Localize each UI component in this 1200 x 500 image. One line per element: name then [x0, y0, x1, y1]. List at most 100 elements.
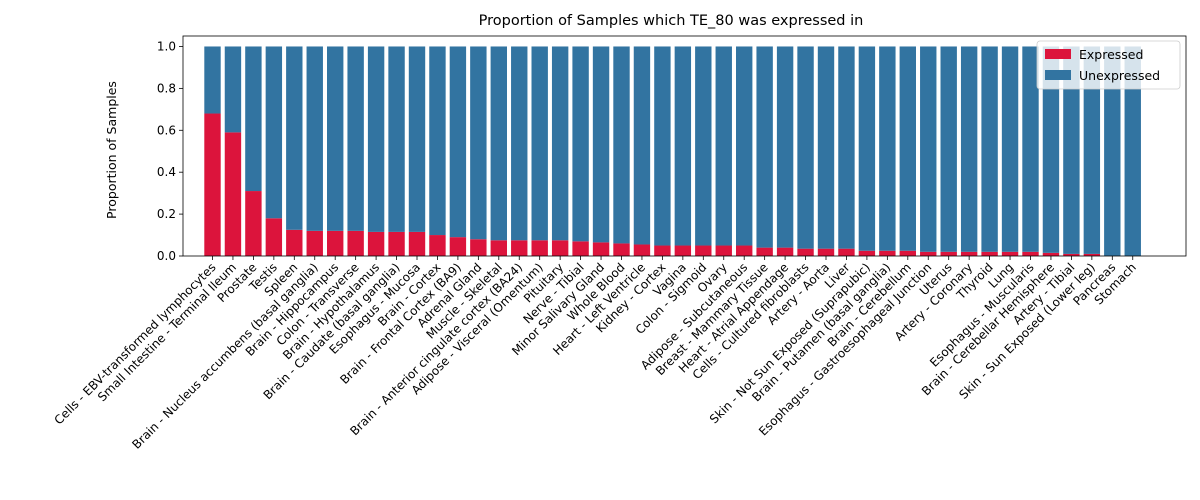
bar-unexpressed: [286, 46, 303, 230]
bar-expressed: [960, 251, 978, 256]
y-tick-label: 0.4: [157, 165, 176, 179]
bar-expressed: [327, 230, 344, 256]
x-tick-label: Cells - EBV-transformed lymphocytes: [52, 260, 219, 427]
bar-expressed: [449, 237, 467, 256]
bar-expressed: [388, 231, 405, 256]
bar-expressed: [797, 248, 814, 256]
bar-unexpressed: [265, 46, 283, 219]
bar-unexpressed: [940, 46, 957, 252]
bar-expressed: [204, 113, 221, 257]
bar-expressed: [715, 245, 732, 256]
bar-unexpressed: [224, 46, 242, 133]
bar-unexpressed: [531, 46, 548, 241]
bar-unexpressed: [981, 46, 998, 252]
bar-expressed: [1022, 251, 1039, 256]
y-axis-label: Proportion of Samples: [104, 81, 119, 219]
legend-label: Unexpressed: [1079, 68, 1160, 83]
bar-expressed: [695, 245, 712, 256]
y-tick-label: 1.0: [157, 39, 176, 53]
bar-expressed: [531, 240, 548, 256]
bar-unexpressed: [511, 46, 528, 241]
bar-expressed: [511, 240, 528, 256]
bar-unexpressed: [858, 46, 876, 251]
bar-expressed: [940, 251, 957, 256]
legend-swatch: [1045, 49, 1071, 59]
bar-expressed: [490, 240, 507, 256]
bar-expressed: [838, 248, 855, 256]
bar-unexpressed: [838, 46, 855, 249]
bar-unexpressed: [960, 46, 978, 252]
bar-unexpressed: [879, 46, 896, 251]
bar-unexpressed: [797, 46, 814, 249]
bar-unexpressed: [654, 46, 671, 246]
bar-unexpressed: [776, 46, 794, 248]
bar-unexpressed: [633, 46, 651, 245]
bar-unexpressed: [367, 46, 385, 232]
bar-expressed: [286, 229, 303, 256]
bar-expressed: [858, 250, 876, 256]
bar-expressed: [736, 245, 753, 256]
y-axis-ticks: 0.0 0.2 0.4 0.6 0.8 1.0: [157, 39, 183, 263]
bar-expressed: [592, 242, 610, 256]
bar-unexpressed: [429, 46, 446, 236]
bar-unexpressed: [674, 46, 692, 246]
bar-unexpressed: [204, 46, 221, 114]
bar-expressed: [899, 250, 916, 256]
bar-expressed: [224, 132, 242, 256]
bar-unexpressed: [920, 46, 937, 252]
bar-expressed: [1083, 253, 1101, 256]
bar-unexpressed: [756, 46, 773, 248]
bar-expressed: [776, 247, 794, 256]
bar-expressed: [470, 239, 487, 256]
bar-expressed: [654, 245, 671, 256]
bar-expressed: [817, 248, 835, 256]
bar-expressed: [920, 251, 937, 256]
bar-expressed: [981, 251, 998, 256]
bar-unexpressed: [327, 46, 344, 231]
bar-unexpressed: [1042, 46, 1060, 253]
bar-unexpressed: [470, 46, 487, 240]
bar-unexpressed: [899, 46, 916, 251]
legend: Expressed Unexpressed: [1036, 40, 1181, 90]
bar-expressed: [245, 191, 262, 256]
bar-unexpressed: [1104, 46, 1121, 256]
bar-expressed: [265, 218, 283, 256]
bar-expressed: [1001, 251, 1019, 256]
bar-unexpressed: [306, 46, 323, 231]
y-tick-label: 0.0: [157, 249, 176, 263]
y-tick-label: 0.8: [157, 81, 176, 95]
bar-unexpressed: [1001, 46, 1019, 252]
bar-expressed: [613, 243, 630, 256]
bar-expressed: [633, 244, 651, 256]
bar-expressed: [756, 247, 773, 256]
bar-unexpressed: [1124, 46, 1141, 256]
legend-label: Expressed: [1079, 47, 1143, 62]
legend-swatch: [1045, 70, 1071, 80]
bar-expressed: [551, 240, 569, 256]
bars-group: [204, 46, 1141, 257]
bar-unexpressed: [1063, 46, 1080, 254]
bar-unexpressed: [817, 46, 835, 249]
bar-unexpressed: [1083, 46, 1101, 254]
legend-box: [1036, 40, 1181, 90]
bar-expressed: [879, 250, 896, 256]
bar-unexpressed: [736, 46, 753, 246]
bar-unexpressed: [347, 46, 364, 231]
bar-unexpressed: [592, 46, 610, 243]
bar-unexpressed: [572, 46, 589, 242]
bar-unexpressed: [388, 46, 405, 232]
bar-unexpressed: [695, 46, 712, 246]
bar-expressed: [347, 230, 364, 256]
bar-unexpressed: [408, 46, 426, 232]
bar-unexpressed: [490, 46, 507, 241]
bar-unexpressed: [245, 46, 262, 192]
bar-expressed: [429, 235, 446, 256]
bar-unexpressed: [449, 46, 467, 238]
bar-expressed: [1042, 252, 1060, 256]
bar-expressed: [306, 230, 323, 256]
bar-expressed: [1063, 253, 1080, 256]
bar-expressed: [674, 245, 692, 256]
y-tick-label: 0.2: [157, 207, 176, 221]
bar-unexpressed: [1022, 46, 1039, 252]
